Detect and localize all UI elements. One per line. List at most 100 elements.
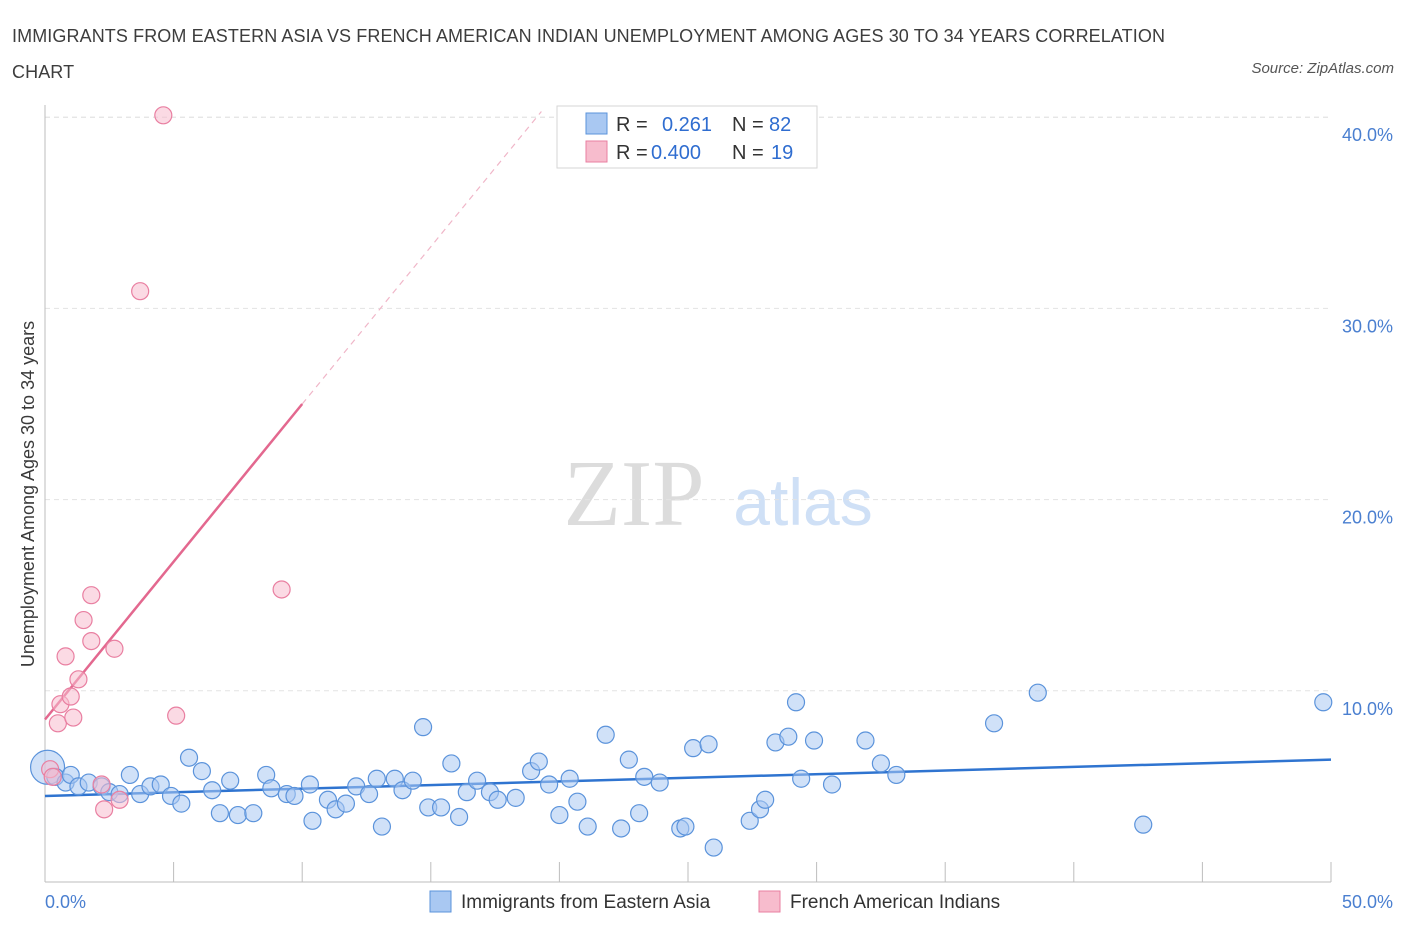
point-french-american-indian — [61, 687, 80, 706]
point-eastern-asia — [192, 762, 211, 781]
point-eastern-asia — [221, 771, 240, 790]
point-eastern-asia — [540, 775, 559, 794]
point-eastern-asia — [1314, 693, 1333, 712]
point-french-american-indian — [56, 647, 75, 666]
top-legend: R = 0.261 N = 82 R = 0.400 N = 19 — [556, 105, 818, 169]
legend-r-value-2: 0.400 — [651, 142, 701, 164]
legend-n-label-1: N = — [732, 114, 764, 136]
point-eastern-asia — [151, 775, 170, 794]
point-eastern-asia — [457, 783, 476, 802]
point-eastern-asia — [336, 794, 356, 813]
point-french-american-indian — [82, 631, 101, 651]
point-french-american-indian — [43, 767, 62, 786]
point-eastern-asia — [359, 784, 379, 804]
point-eastern-asia — [210, 804, 229, 823]
point-french-american-indian — [105, 639, 124, 658]
y-tick-label: 40.0% — [1342, 125, 1393, 145]
trend-lines — [44, 111, 1332, 798]
point-eastern-asia — [779, 727, 798, 746]
trend-line-eastern-asia — [44, 758, 1332, 798]
point-eastern-asia — [431, 798, 451, 817]
point-eastern-asia — [887, 765, 906, 785]
legend-n-label-2: N = — [732, 142, 764, 164]
point-eastern-asia — [578, 817, 597, 836]
point-eastern-asia — [684, 739, 703, 758]
point-french-american-indian — [82, 586, 101, 605]
legend-r-value-1: 0.261 — [662, 114, 712, 136]
point-eastern-asia — [596, 725, 615, 744]
point-eastern-asia — [449, 807, 469, 827]
point-french-american-indian — [272, 580, 291, 599]
point-eastern-asia — [285, 786, 304, 806]
point-eastern-asia — [856, 731, 875, 750]
point-eastern-asia — [740, 811, 759, 830]
point-eastern-asia — [1134, 815, 1153, 834]
y-tick-label: 20.0% — [1342, 508, 1393, 528]
point-eastern-asia — [172, 794, 191, 813]
chart-title: IMMIGRANTS FROM EASTERN ASIA VS FRENCH A… — [12, 26, 1166, 82]
point-french-american-indian — [154, 106, 173, 125]
x-tick-label: 0.0% — [45, 892, 86, 912]
y-tick-label: 30.0% — [1342, 316, 1393, 336]
point-eastern-asia — [303, 811, 322, 830]
point-eastern-asia — [403, 771, 422, 790]
point-eastern-asia — [488, 790, 507, 809]
point-eastern-asia — [262, 779, 281, 798]
legend-swatch-pink — [585, 140, 608, 163]
bottom-legend: Immigrants from Eastern Asia French Amer… — [429, 890, 1000, 913]
point-eastern-asia — [244, 804, 263, 823]
data-points — [29, 106, 1333, 857]
point-eastern-asia — [871, 754, 891, 773]
bottom-legend-label-blue: Immigrants from Eastern Asia — [461, 892, 711, 913]
point-eastern-asia — [300, 775, 320, 794]
point-eastern-asia — [506, 788, 525, 807]
point-eastern-asia — [612, 819, 631, 838]
trend-line-extension-french-american-indian — [301, 111, 542, 405]
point-french-american-indian — [110, 790, 129, 809]
chart-source: Source: ZipAtlas.com — [1251, 60, 1394, 77]
point-eastern-asia — [372, 817, 392, 836]
tick-labels: 10.0% 20.0% 30.0% 40.0% 0.0% 50.0% — [45, 125, 1393, 912]
point-eastern-asia — [120, 765, 139, 785]
point-eastern-asia — [1028, 683, 1047, 702]
y-tick-label: 10.0% — [1342, 699, 1393, 719]
point-eastern-asia — [630, 804, 649, 823]
point-eastern-asia — [203, 781, 222, 800]
point-eastern-asia — [228, 805, 247, 825]
watermark-atlas: atlas — [733, 465, 872, 539]
legend-n-value-1: 82 — [769, 114, 791, 136]
legend-r-label-2: R = — [616, 142, 648, 164]
point-eastern-asia — [560, 769, 579, 788]
point-eastern-asia — [792, 769, 811, 788]
point-french-american-indian — [64, 708, 83, 727]
legend-swatch-blue — [585, 112, 608, 135]
point-eastern-asia — [650, 773, 669, 792]
bottom-legend-swatch-pink — [758, 890, 781, 913]
point-eastern-asia — [699, 735, 718, 754]
point-french-american-indian — [95, 800, 114, 819]
y-axis-label: Unemployment Among Ages 30 to 34 years — [18, 321, 38, 667]
point-eastern-asia — [635, 767, 654, 786]
point-french-american-indian — [92, 775, 111, 794]
bottom-legend-label-pink: French American Indians — [790, 892, 1000, 913]
point-french-american-indian — [167, 706, 186, 725]
point-eastern-asia — [367, 769, 386, 788]
bottom-legend-swatch-blue — [429, 890, 452, 913]
point-eastern-asia — [413, 718, 433, 737]
point-eastern-asia — [786, 693, 806, 712]
point-eastern-asia — [179, 748, 199, 767]
point-french-american-indian — [131, 282, 150, 301]
point-french-american-indian — [74, 610, 93, 630]
x-tick-label: 50.0% — [1342, 892, 1393, 912]
point-eastern-asia — [550, 805, 569, 825]
point-eastern-asia — [529, 752, 548, 771]
point-eastern-asia — [467, 771, 487, 790]
legend-n-value-2: 19 — [771, 142, 793, 164]
point-eastern-asia — [619, 750, 638, 769]
gridlines — [45, 116, 1331, 692]
point-eastern-asia — [442, 754, 461, 773]
point-eastern-asia — [704, 838, 723, 857]
point-eastern-asia — [804, 731, 824, 750]
point-eastern-asia — [676, 817, 695, 836]
legend-r-label-1: R = — [616, 114, 648, 136]
